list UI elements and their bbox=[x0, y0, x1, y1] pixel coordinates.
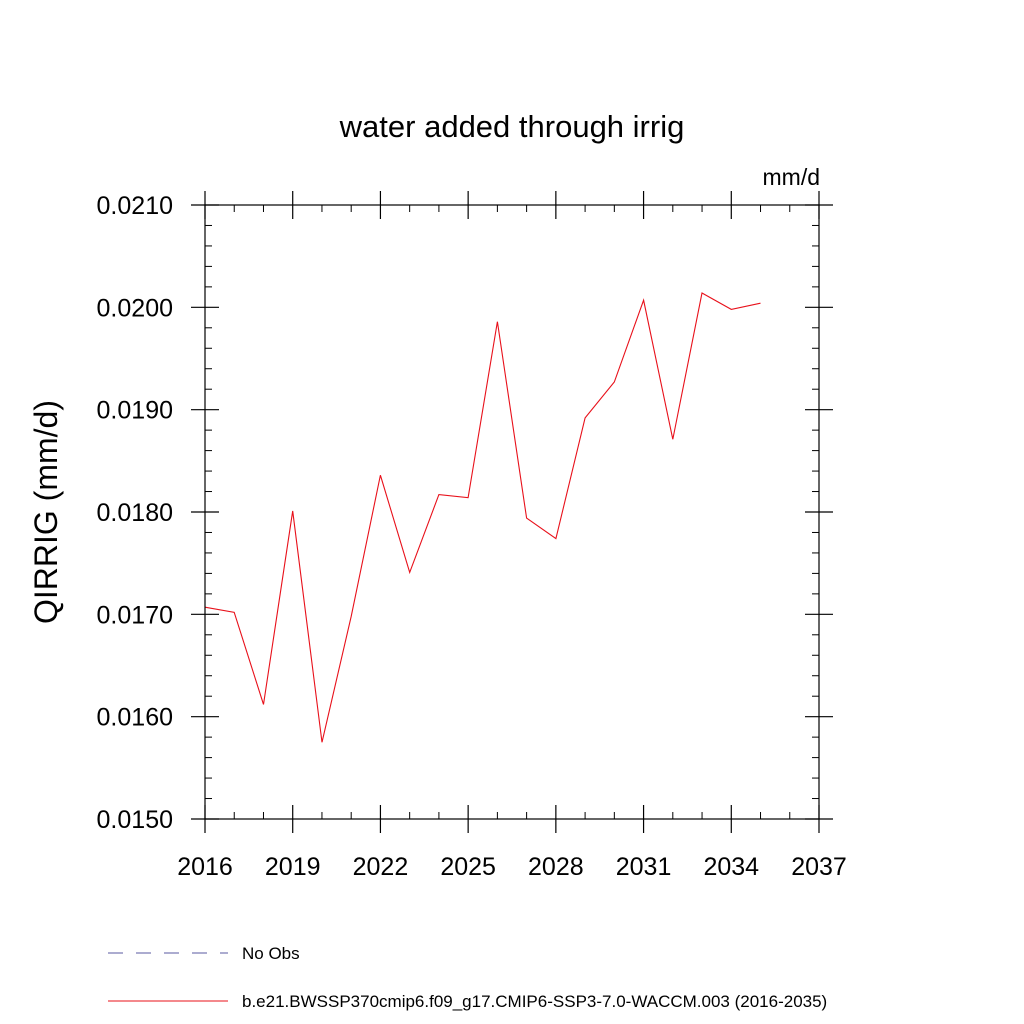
chart-title: water added through irrig bbox=[339, 109, 685, 144]
y-tick-label: 0.0150 bbox=[97, 806, 173, 834]
y-tick-label: 0.0200 bbox=[97, 294, 173, 322]
x-tick-labels: 2016 2019 2022 2025 2028 2031 2034 2037 bbox=[177, 853, 847, 881]
x-tick-label: 2028 bbox=[528, 853, 584, 881]
x-tick-label: 2034 bbox=[703, 853, 759, 881]
major-ticks bbox=[191, 191, 833, 833]
x-tick-label: 2019 bbox=[265, 853, 321, 881]
series-line bbox=[204, 292, 761, 743]
y-tick-label: 0.0170 bbox=[97, 601, 173, 629]
y-tick-label: 0.0190 bbox=[97, 397, 173, 425]
y-tick-label: 0.0160 bbox=[97, 704, 173, 732]
minor-ticks bbox=[205, 205, 819, 819]
legend: No Obs b.e21.BWSSP370cmip6.f09_g17.CMIP6… bbox=[108, 944, 827, 1011]
y-tick-labels: 0.0150 0.0160 0.0170 0.0180 0.0190 0.0200 0.02… bbox=[97, 192, 173, 834]
y-tick-label: 0.0180 bbox=[97, 499, 173, 527]
x-tick-label: 2022 bbox=[353, 853, 409, 881]
x-tick-label: 2031 bbox=[616, 853, 672, 881]
x-tick-label: 2037 bbox=[791, 853, 847, 881]
y-axis-label: QIRRIG (mm/d) bbox=[28, 400, 64, 624]
x-tick-label: 2016 bbox=[177, 853, 233, 881]
legend-label-model-run: b.e21.BWSSP370cmip6.f09_g17.CMIP6-SSP3-7… bbox=[242, 992, 827, 1011]
x-tick-label: 2025 bbox=[440, 853, 496, 881]
y-tick-label: 0.0210 bbox=[97, 192, 173, 220]
series-layer bbox=[204, 292, 761, 743]
legend-label-no-obs: No Obs bbox=[242, 944, 300, 963]
units-label: mm/d bbox=[763, 164, 821, 190]
plot-frame bbox=[204, 204, 820, 820]
